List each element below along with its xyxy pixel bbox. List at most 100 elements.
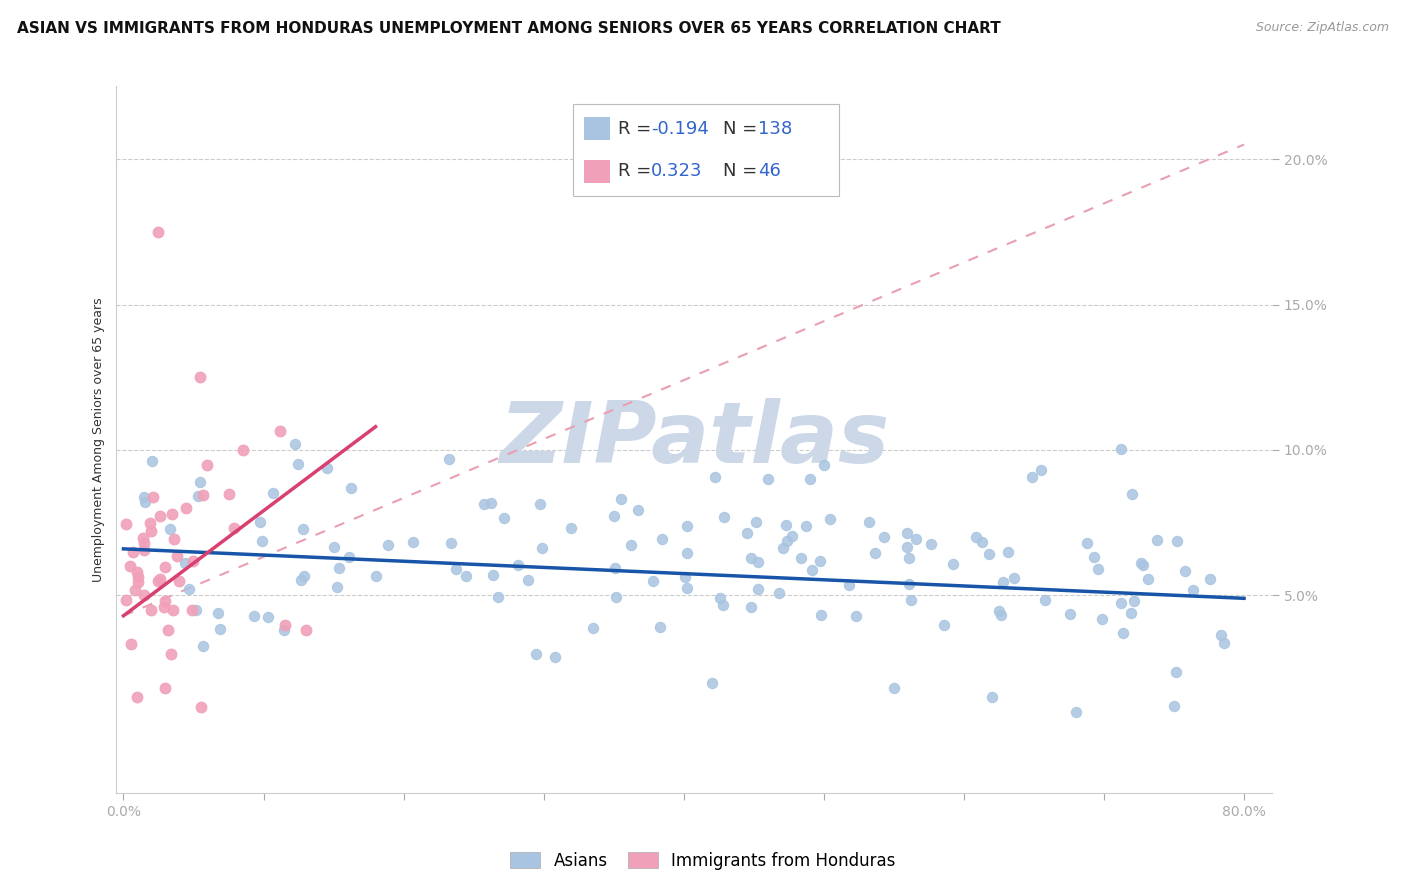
FancyBboxPatch shape [572, 104, 839, 196]
Text: 138: 138 [758, 120, 792, 138]
Text: ZIPatlas: ZIPatlas [499, 399, 890, 482]
Point [603, 561, 626, 575]
Point [176, 501, 198, 516]
Point [641, 574, 664, 588]
Point [366, 569, 388, 583]
Point [997, 545, 1019, 559]
Point [1109, 442, 1132, 457]
Point [1166, 534, 1188, 549]
Point [191, 639, 214, 653]
Point [609, 492, 631, 507]
Point [1083, 549, 1105, 564]
Text: Source: ZipAtlas.com: Source: ZipAtlas.com [1256, 21, 1389, 35]
Point [326, 580, 349, 594]
Point [1136, 572, 1159, 586]
Point [127, 570, 149, 584]
Point [1059, 607, 1081, 622]
Point [169, 574, 191, 588]
Point [898, 551, 921, 566]
Point [231, 442, 253, 457]
Point [134, 495, 156, 509]
Point [1174, 564, 1197, 578]
Point [115, 593, 138, 607]
Text: R =: R = [619, 162, 657, 180]
Point [813, 458, 835, 472]
Text: 0.323: 0.323 [651, 162, 703, 180]
Point [322, 540, 344, 554]
Point [149, 509, 172, 524]
Point [482, 568, 505, 582]
Point [291, 522, 314, 536]
Point [294, 624, 316, 638]
Point [709, 591, 731, 605]
Point [134, 543, 156, 558]
Point [127, 690, 149, 705]
Point [780, 528, 803, 542]
Point [159, 523, 181, 537]
Point [970, 535, 993, 549]
Point [990, 607, 1012, 622]
Point [122, 545, 145, 559]
Text: N =: N = [723, 120, 763, 138]
Point [544, 650, 567, 665]
Text: ASIAN VS IMMIGRANTS FROM HONDURAS UNEMPLOYMENT AMONG SENIORS OVER 65 YEARS CORRE: ASIAN VS IMMIGRANTS FROM HONDURAS UNEMPL… [17, 21, 1001, 37]
Point [1087, 562, 1109, 576]
Point [134, 536, 156, 550]
Point [1112, 625, 1135, 640]
Point [437, 452, 460, 467]
Point [530, 541, 553, 555]
Point [141, 454, 163, 468]
Point [700, 675, 723, 690]
Point [188, 475, 211, 490]
Point [711, 598, 734, 612]
Point [582, 621, 605, 635]
Point [186, 603, 208, 617]
Point [703, 469, 725, 483]
Point [328, 561, 350, 575]
Point [163, 532, 186, 546]
Point [794, 519, 817, 533]
Point [131, 531, 153, 545]
Point [1211, 628, 1233, 642]
Point [747, 555, 769, 569]
Point [920, 536, 942, 550]
Point [486, 590, 509, 604]
Point [801, 563, 824, 577]
Point [179, 582, 201, 597]
Point [155, 681, 177, 696]
Point [207, 606, 229, 620]
Point [149, 573, 172, 587]
Point [506, 558, 529, 573]
Point [977, 547, 1000, 561]
Point [673, 570, 696, 584]
Point [292, 569, 315, 583]
Point [1029, 463, 1052, 477]
Point [273, 617, 295, 632]
Point [290, 574, 312, 588]
Point [162, 603, 184, 617]
Point [775, 518, 797, 533]
Point [1123, 594, 1146, 608]
Point [651, 532, 673, 546]
Point [315, 460, 337, 475]
Point [740, 599, 762, 614]
Point [243, 608, 266, 623]
Point [162, 507, 184, 521]
Y-axis label: Unemployment Among Seniors over 65 years: Unemployment Among Seniors over 65 years [93, 297, 105, 582]
Point [181, 603, 204, 617]
Point [648, 620, 671, 634]
Point [858, 515, 880, 529]
Point [1132, 558, 1154, 572]
Point [340, 482, 363, 496]
Point [863, 546, 886, 560]
Point [1091, 612, 1114, 626]
Point [768, 586, 790, 600]
Point [197, 458, 219, 472]
Point [287, 457, 309, 471]
Point [790, 550, 813, 565]
Point [988, 604, 1011, 618]
Point [156, 624, 179, 638]
Point [155, 594, 177, 608]
Point [810, 607, 832, 622]
Point [896, 540, 918, 554]
